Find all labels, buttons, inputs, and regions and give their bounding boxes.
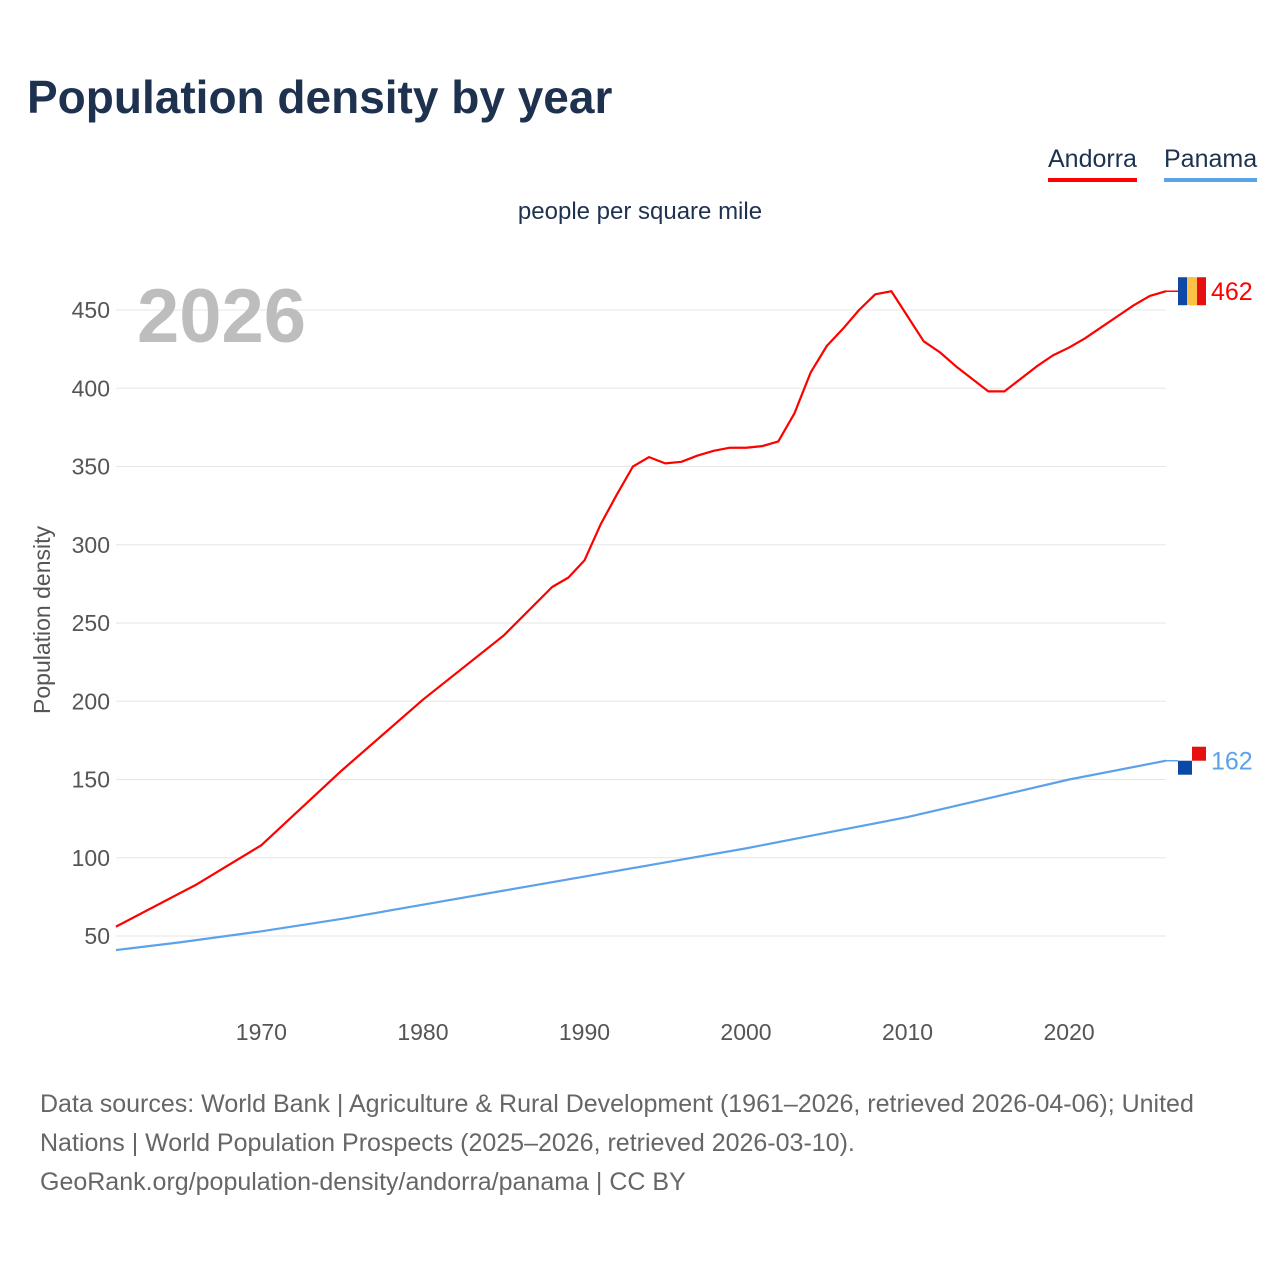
- y-tick-label: 300: [72, 532, 110, 558]
- chart-subtitle: people per square mile: [517, 198, 763, 225]
- page-title: Population density by year: [27, 71, 613, 123]
- footer: Data sources: World Bank | Agriculture &…: [40, 1085, 1250, 1202]
- y-tick-label: 350: [72, 454, 110, 480]
- flag-panama-red: [1192, 746, 1206, 761]
- y-tick-label: 100: [72, 845, 110, 871]
- y-axis-label: Population density: [29, 526, 55, 714]
- y-tick-label: 450: [72, 297, 110, 323]
- y-tick-label: 200: [72, 688, 110, 714]
- end-value-label: 462: [1211, 278, 1253, 306]
- y-tick-label: 150: [72, 767, 110, 793]
- flag-panama-blue: [1178, 760, 1192, 775]
- y-tick-label: 400: [72, 375, 110, 401]
- year-watermark: 2026: [137, 274, 306, 359]
- x-tick-label: 1970: [236, 1019, 287, 1045]
- x-tick-label: 1990: [559, 1019, 610, 1045]
- x-tick-label: 2020: [1043, 1019, 1094, 1045]
- y-tick-label: 250: [72, 610, 110, 636]
- x-tick-label: 2010: [882, 1019, 933, 1045]
- flag-andorra-red: [1197, 277, 1206, 306]
- legend-panama[interactable]: Panama: [1164, 145, 1258, 182]
- x-tick-label: 1980: [397, 1019, 448, 1045]
- source-link[interactable]: GeoRank.org/population-density/andorra/p…: [40, 1168, 686, 1196]
- legend-andorra[interactable]: Andorra: [1048, 145, 1137, 182]
- end-value-label: 162: [1211, 748, 1253, 776]
- flag-andorra-yellow: [1187, 277, 1197, 306]
- data-sources: Data sources: World Bank | Agriculture &…: [40, 1090, 1194, 1157]
- series-line-panama: [115, 759, 1167, 952]
- x-tick-label: 2000: [720, 1019, 771, 1045]
- flag-andorra-blue: [1178, 277, 1187, 306]
- y-tick-label: 50: [84, 923, 110, 949]
- series-line-andorra: [115, 290, 1167, 928]
